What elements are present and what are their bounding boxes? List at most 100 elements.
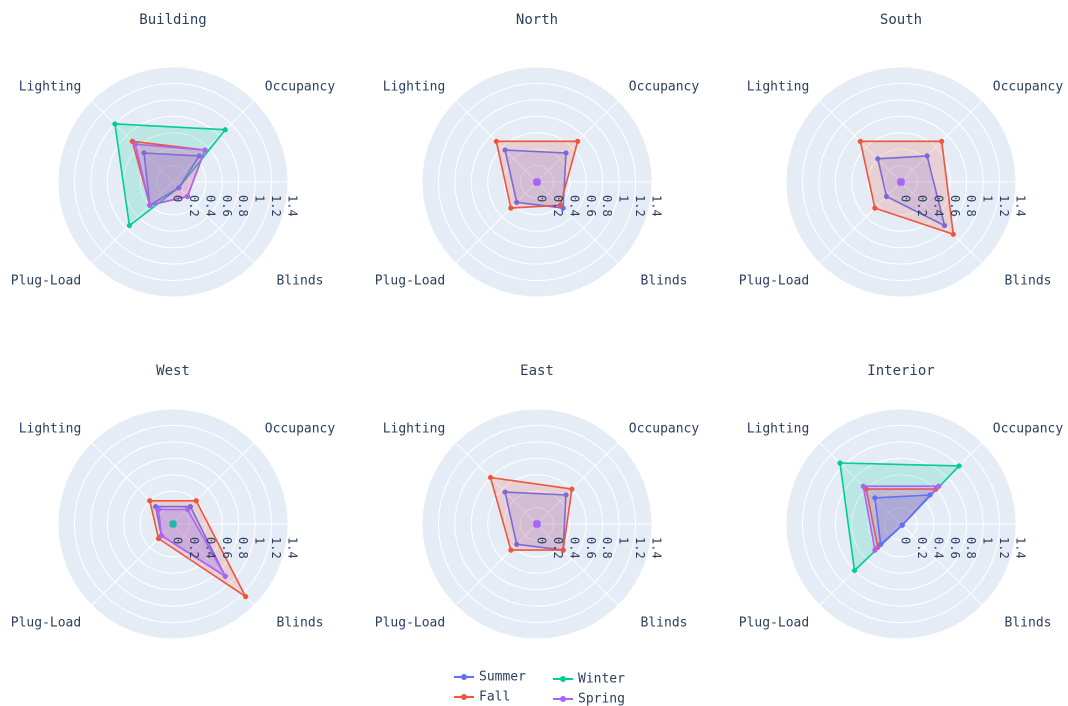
data-point (563, 150, 569, 156)
angular-axis-label: Occupancy (993, 422, 1064, 437)
polar-spoke (455, 181, 538, 264)
panel-title: West (156, 363, 190, 379)
radial-tick-label: 0 (535, 195, 549, 202)
radial-tick-label: 1.2 (997, 537, 1011, 559)
radial-tick-label: 0.6 (220, 537, 234, 559)
radial-tick-label: 1.4 (650, 537, 664, 559)
legend-marker (461, 674, 467, 680)
data-point (860, 483, 866, 489)
data-point (508, 205, 514, 211)
radar-panel-building: Building 0 0.2 0.4 0.6 0.8 1 1.2 1.4 Occupancy Bli… (11, 12, 336, 298)
data-point (508, 547, 514, 553)
series-summer (875, 153, 948, 229)
polar-spoke (172, 100, 255, 183)
data-point (126, 222, 133, 229)
legend: Summer Fall Winter Spring (454, 670, 625, 706)
series-spring (155, 506, 228, 579)
radial-tick-label: 0.8 (600, 195, 614, 217)
data-point (927, 492, 933, 498)
radial-tick-label: 0.8 (236, 195, 250, 217)
angular-axis-label: Blinds (641, 274, 688, 289)
data-point (169, 520, 175, 526)
data-point (155, 506, 162, 513)
data-point (158, 533, 164, 539)
legend-label: Spring (578, 692, 625, 706)
series-spring (533, 520, 541, 528)
radial-tick-label: 0.2 (915, 195, 929, 217)
data-point (196, 153, 202, 159)
radial-tick-label: 1.4 (286, 195, 300, 217)
series-fall (493, 138, 581, 211)
data-point (132, 141, 138, 147)
data-point (222, 573, 228, 579)
radar-panel-west: West 0 0.2 0.4 0.6 0.8 1 1.2 1.4 Occupancy Blinds P… (11, 363, 336, 640)
radial-tick-label: 0.2 (187, 195, 201, 217)
data-point (899, 522, 905, 528)
radial-tick-label: 0.6 (948, 537, 962, 559)
radial-tick-label: 1 (253, 537, 267, 544)
angular-axis-label: Blinds (641, 616, 688, 631)
radial-tick-label: 0.8 (236, 537, 250, 559)
angular-axis-label: Occupancy (993, 80, 1064, 95)
angular-axis-label: Lighting (19, 422, 82, 437)
legend-item-spring[interactable]: Spring (553, 692, 625, 706)
radial-tick-label: 0.6 (584, 195, 598, 217)
radial-tick-label: 0.6 (584, 537, 598, 559)
data-point (941, 222, 948, 229)
data-point (176, 185, 182, 191)
data-point (147, 498, 153, 504)
data-point (939, 138, 945, 144)
series-winter (169, 520, 177, 528)
radial-tick-label: 1.2 (269, 537, 283, 559)
legend-item-fall[interactable]: Fall (454, 690, 510, 705)
data-point (147, 202, 153, 208)
panel-title: North (516, 12, 558, 28)
panel-title: East (520, 363, 554, 379)
angular-axis-label: Plug-Load (11, 616, 81, 631)
data-point (202, 147, 208, 153)
radial-tick-label: 0.6 (948, 195, 962, 217)
data-point (112, 121, 118, 127)
data-point (872, 205, 878, 211)
angular-axis-label: Plug-Load (375, 274, 445, 289)
series-fall (857, 138, 956, 237)
series-fall (487, 474, 575, 553)
data-point (924, 153, 930, 159)
data-point (533, 520, 539, 526)
angular-axis-label: Blinds (277, 616, 324, 631)
radial-tick-label: 0.8 (964, 195, 978, 217)
legend-item-winter[interactable]: Winter (553, 672, 625, 687)
data-point (493, 138, 499, 144)
radial-tick-label: 0 (899, 537, 913, 544)
radial-tick-label: 0.2 (187, 537, 201, 559)
angular-axis-label: Plug-Load (739, 616, 809, 631)
series-spring (533, 178, 541, 186)
angular-axis-label: Occupancy (265, 80, 336, 95)
radial-tick-label: 1.4 (650, 195, 664, 217)
radial-tick-label: 1.2 (633, 537, 647, 559)
data-point (502, 147, 508, 153)
series-spring (897, 178, 905, 186)
data-point (243, 594, 249, 600)
radial-tick-label: 1 (617, 537, 631, 544)
radar-panel-south: South 0 0.2 0.4 0.6 0.8 1 1.2 1.4 Occupancy Blinds… (739, 12, 1064, 298)
polar-spoke (536, 181, 619, 264)
radial-tick-label: 1.4 (286, 537, 300, 559)
radial-tick-label: 0.2 (551, 195, 565, 217)
angular-axis-label: Occupancy (629, 80, 700, 95)
panel-title: South (880, 12, 922, 28)
polar-spoke (900, 523, 983, 606)
radial-tick-label: 0 (535, 537, 549, 544)
data-point (851, 567, 858, 574)
data-point (897, 178, 903, 184)
data-point (875, 156, 881, 162)
polar-spoke (455, 442, 538, 525)
radial-tick-label: 1.4 (1014, 537, 1028, 559)
radial-tick-label: 0.4 (931, 537, 945, 559)
data-point (141, 150, 147, 156)
data-point (872, 547, 878, 553)
legend-item-summer[interactable]: Summer (454, 670, 526, 685)
angular-axis-label: Occupancy (265, 422, 336, 437)
radial-tick-label: 1 (617, 195, 631, 202)
